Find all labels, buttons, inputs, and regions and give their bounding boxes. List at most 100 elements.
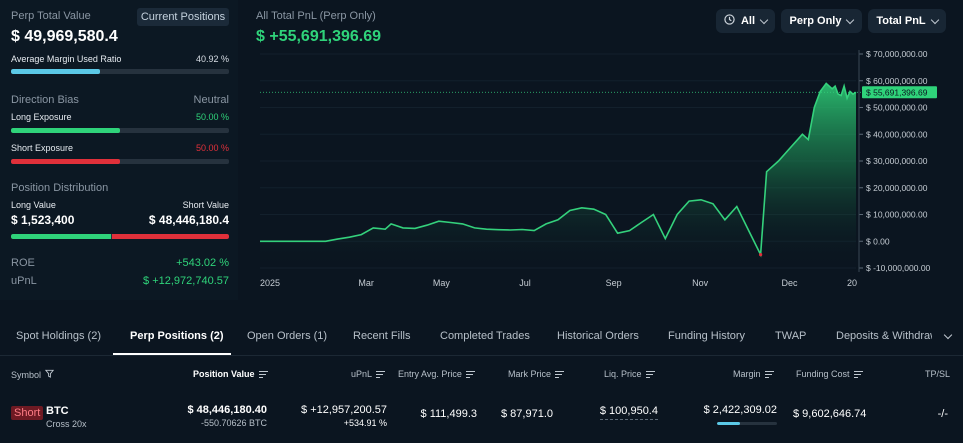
- current-positions-button[interactable]: Current Positions: [137, 8, 229, 26]
- col-symbol-label: Symbol: [11, 369, 42, 380]
- sort-icon: [258, 370, 268, 378]
- position-value: $ 48,446,180.40: [187, 404, 267, 416]
- scope-dropdown[interactable]: Perp Only: [781, 9, 862, 33]
- long-exposure-bar-fill: [11, 128, 120, 133]
- perp-total-value-label: Perp Total Value: [11, 10, 91, 22]
- col-upnl-label: uPnL: [351, 369, 373, 379]
- margin-ratio-bar-fill: [717, 422, 740, 425]
- leverage-label: Cross 20x: [46, 419, 87, 429]
- sort-icon: [465, 370, 475, 378]
- col-mark-price-label: Mark Price: [508, 369, 552, 379]
- distribution-long-fill: [11, 234, 112, 239]
- long-exposure-value: 50.00 %: [195, 112, 229, 122]
- avg-margin-bar-fill: [11, 69, 101, 74]
- y-tick-label: $ 10,000,000.00: [866, 210, 928, 220]
- chevron-down-icon: [943, 330, 953, 339]
- pnl-line: [260, 82, 857, 258]
- upnl-label: uPnL: [11, 275, 37, 287]
- metric-dropdown[interactable]: Total PnL: [868, 9, 946, 33]
- x-tick-label: Dec: [782, 278, 799, 288]
- margin-ratio-bar: [717, 422, 777, 425]
- roe-value: +543.02 %: [176, 257, 229, 269]
- clock-icon: [724, 14, 735, 28]
- col-funding-cost-label: Funding Cost: [796, 369, 850, 379]
- y-tick-label: $ 40,000,000.00: [866, 129, 928, 139]
- x-tick-label: Mar: [358, 278, 374, 288]
- short-exposure-bar-fill: [11, 159, 120, 164]
- long-exposure-bar: [11, 128, 229, 133]
- col-tpsl-label: TP/SL: [925, 369, 951, 379]
- liq-price[interactable]: $ 100,950.4: [599, 405, 658, 420]
- tab-perp-positions[interactable]: Perp Positions (2): [130, 330, 224, 342]
- short-exposure-value: 50.00 %: [195, 143, 229, 153]
- short-exposure-label: Short Exposure: [11, 143, 74, 153]
- tab-completed-trades[interactable]: Completed Trades: [440, 330, 530, 342]
- active-tab-indicator: [113, 353, 231, 355]
- tab-recent-fills[interactable]: Recent Fills: [353, 330, 411, 342]
- range-dropdown[interactable]: All: [716, 9, 775, 33]
- tab-historical-orders[interactable]: Historical Orders: [557, 330, 639, 342]
- col-position-value[interactable]: Position Value: [193, 369, 268, 379]
- direction-bias-value: Neutral: [193, 94, 229, 106]
- chart-value: $ +55,691,396.69: [256, 28, 382, 45]
- range-dropdown-label: All: [740, 15, 756, 27]
- scope-dropdown-label: Perp Only: [789, 15, 842, 27]
- position-distribution-bar: [11, 234, 229, 239]
- sort-icon: [555, 370, 565, 378]
- y-tick-label: $ 70,000,000.00: [866, 49, 928, 59]
- short-value-label: Short Value: [182, 200, 229, 210]
- col-position-value-label: Position Value: [193, 369, 255, 379]
- tab-open-orders[interactable]: Open Orders (1): [247, 330, 328, 342]
- col-entry-price[interactable]: Entry Avg. Price: [398, 369, 475, 379]
- col-symbol[interactable]: Symbol: [11, 369, 55, 380]
- tpsl-value: -/-: [937, 408, 948, 420]
- perp-total-value: $ 49,969,580.4: [11, 28, 118, 45]
- roe-label: ROE: [11, 257, 35, 269]
- mark-price: $ 87,971.0: [501, 408, 553, 420]
- avg-margin-bar: [11, 69, 229, 74]
- col-funding-cost[interactable]: Funding Cost: [796, 369, 863, 379]
- long-value: $ 1,523,400: [11, 213, 75, 227]
- funding-cost: $ 9,602,646.74: [793, 408, 867, 420]
- sort-icon: [853, 370, 863, 378]
- symbol-name[interactable]: BTC: [46, 405, 69, 417]
- col-tpsl: TP/SL: [925, 369, 950, 379]
- filter-icon: [44, 369, 55, 380]
- table-row[interactable]: Short BTC Cross 20x $ 48,446,180.40 -550…: [0, 394, 963, 443]
- pnl-chart[interactable]: $ 70,000,000.00 $ 60,000,000.00 $ 50,000,0…: [238, 46, 963, 292]
- short-value: $ 48,446,180.4: [148, 213, 229, 227]
- col-liq-price[interactable]: Liq. Price: [604, 369, 655, 379]
- short-exposure-bar: [11, 159, 229, 164]
- x-tick-label: May: [433, 278, 451, 288]
- summary-panel: Perp Total Value Current Positions $ 49,…: [0, 0, 238, 300]
- position-distribution-label: Position Distribution: [11, 182, 109, 194]
- position-size: -550.70626 BTC: [200, 418, 267, 428]
- y-tick-label: $ -10,000,000.00: [866, 263, 931, 273]
- col-liq-price-label: Liq. Price: [604, 369, 642, 379]
- upnl-percent: +534.91 %: [343, 418, 387, 428]
- y-tick-label: $ 60,000,000.00: [866, 76, 928, 86]
- col-margin[interactable]: Margin: [733, 369, 774, 379]
- sort-icon: [645, 370, 655, 378]
- x-tick-label: 20: [847, 278, 857, 288]
- col-upnl[interactable]: uPnL: [351, 369, 386, 379]
- x-tick-label: Jul: [519, 278, 531, 288]
- tab-funding-history[interactable]: Funding History: [668, 330, 746, 342]
- y-tick-label: $ 0.00: [866, 236, 890, 246]
- sort-icon: [764, 370, 774, 378]
- avg-margin-value: 40.92 %: [195, 54, 229, 64]
- x-tick-label: Nov: [692, 278, 709, 288]
- avg-margin-label: Average Margin Used Ratio: [11, 54, 122, 64]
- current-value-tag: $ 55,691,396.69: [862, 86, 937, 99]
- tab-spot-holdings[interactable]: Spot Holdings (2): [16, 330, 101, 342]
- tab-deposits-withdraw[interactable]: Deposits & Withdraw: [836, 330, 932, 342]
- y-tick-label: $ 30,000,000.00: [866, 156, 928, 166]
- col-mark-price[interactable]: Mark Price: [508, 369, 565, 379]
- col-entry-price-label: Entry Avg. Price: [398, 369, 462, 379]
- entry-price: $ 111,499.3: [420, 408, 477, 420]
- tab-twap[interactable]: TWAP: [775, 330, 807, 342]
- upnl-value: $ +12,972,740.57: [143, 275, 229, 287]
- col-margin-label: Margin: [733, 369, 761, 379]
- tabs-more-button[interactable]: [940, 328, 956, 344]
- chevron-down-icon: [759, 15, 769, 24]
